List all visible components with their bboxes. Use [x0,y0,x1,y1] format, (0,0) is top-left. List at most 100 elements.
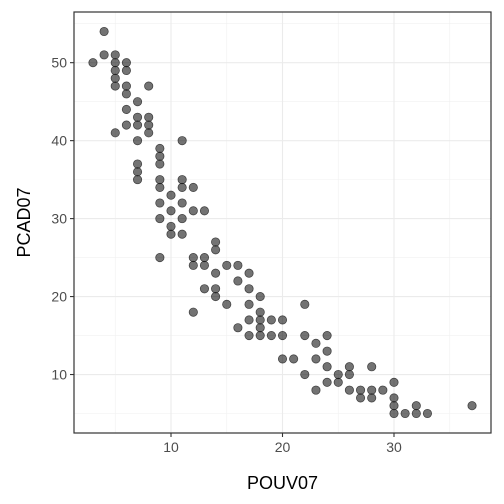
data-point [121,104,131,115]
data-point [121,81,131,91]
data-point [177,229,187,239]
data-point [333,369,343,380]
data-point [311,354,321,364]
data-point [121,120,131,130]
data-point [133,97,143,107]
data-point [344,362,354,372]
data-point [166,229,176,239]
data-point [322,330,332,341]
x-tick-labels: 10 20 30 [163,439,402,455]
x-tick-label: 30 [386,439,402,455]
data-point [233,323,243,333]
data-point [110,73,120,83]
y-tick-label: 10 [51,367,67,383]
data-point [244,330,254,341]
data-point [133,112,143,122]
data-point [300,330,310,341]
data-point [255,292,265,302]
data-point [144,112,154,122]
data-point [133,136,143,146]
y-tick-labels: 10 20 30 40 50 [51,55,67,383]
data-point [311,338,321,348]
data-point [166,206,176,216]
data-point [155,214,165,224]
data-point [333,377,343,387]
data-point [155,143,165,153]
data-point [355,385,366,395]
data-point [188,307,198,317]
data-point [121,58,131,68]
data-point [277,315,288,325]
data-point [255,307,265,317]
data-point [133,175,143,185]
data-point [199,284,210,294]
data-point [222,299,232,309]
data-point [289,354,299,364]
x-tick-label: 10 [163,439,179,455]
data-point [467,401,477,411]
data-point [300,299,310,309]
data-point [110,128,120,138]
data-point [277,330,288,341]
data-point [155,175,165,185]
data-point [166,221,176,231]
data-point [155,198,165,208]
data-point [133,159,143,169]
data-point [311,385,321,395]
data-point [367,385,377,395]
data-point [322,346,332,356]
data-point [177,182,187,192]
data-point [211,284,221,294]
data-point [367,393,377,403]
data-point [155,182,165,192]
data-point [266,315,276,325]
data-point [199,260,210,270]
data-point [244,284,254,294]
data-point [133,120,143,130]
data-point [177,175,187,185]
data-point [166,190,176,200]
data-point [400,408,410,419]
data-point [266,330,276,341]
data-point [199,253,210,263]
data-point [211,268,221,278]
data-point [233,276,243,286]
data-point [244,299,254,309]
data-point [199,206,210,216]
y-tick-label: 30 [51,211,67,227]
data-point [233,260,243,270]
data-point [188,253,198,263]
data-point [211,245,221,255]
data-point [133,167,143,177]
data-point [88,58,98,68]
data-point [389,401,399,411]
data-point [155,159,165,169]
axis-ticks [70,62,395,437]
data-point [99,26,109,37]
data-points [88,26,477,419]
data-point [355,393,366,403]
data-point [99,50,109,60]
data-point [155,253,165,263]
data-point [244,268,254,278]
data-point [255,315,265,325]
data-point [277,354,288,364]
data-point [188,206,198,216]
data-point [367,362,377,372]
data-point [300,369,310,380]
data-point [144,128,154,138]
y-tick-label: 50 [51,55,67,71]
data-point [177,136,187,146]
data-point [322,377,332,387]
data-point [144,120,154,130]
data-point [255,330,265,341]
data-point [389,377,399,387]
data-point [188,182,198,192]
y-axis-title: PCAD07 [14,187,34,257]
data-point [110,58,120,68]
data-point [244,315,254,325]
data-point [389,408,399,419]
data-point [155,151,165,161]
data-point [177,214,187,224]
